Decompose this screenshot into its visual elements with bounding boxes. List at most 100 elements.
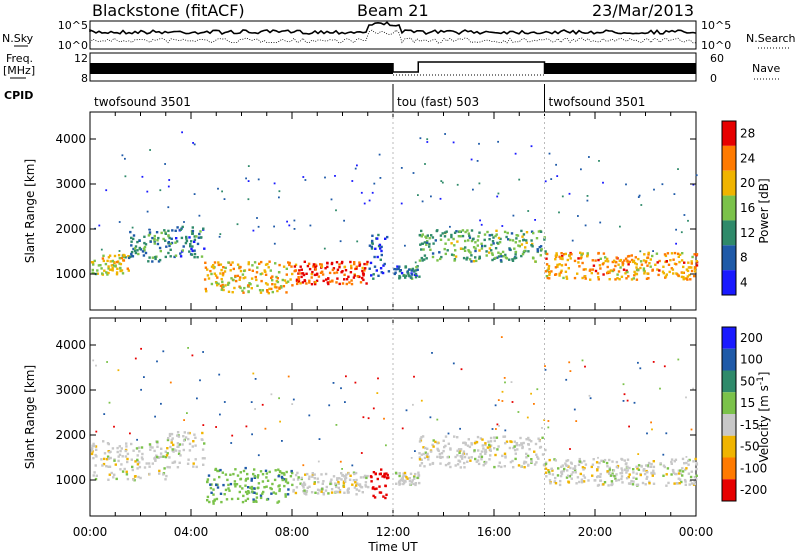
echo-point-sparse [278, 397, 280, 400]
echo-point [630, 479, 633, 483]
echo-point [138, 461, 141, 464]
echo-point [575, 482, 578, 485]
echo-point [561, 464, 564, 467]
echo-point [434, 440, 437, 444]
echo-point [244, 484, 247, 487]
echo-point [580, 253, 583, 256]
echo-point [246, 492, 249, 496]
noise-panel-frame [89, 20, 697, 50]
echo-point [107, 457, 111, 460]
echo-point [247, 262, 250, 266]
echo-point [273, 285, 277, 289]
echo-point [534, 260, 537, 263]
echo-point [266, 289, 269, 292]
velocity-panel-data [90, 336, 699, 505]
echo-point [420, 458, 423, 461]
echo-point [314, 263, 317, 266]
echo-point [125, 442, 128, 445]
echo-point [489, 436, 493, 440]
echo-point [609, 474, 613, 477]
echo-point [672, 469, 675, 472]
echo-point [599, 479, 602, 482]
echo-point [363, 262, 366, 266]
echo-point-sparse [558, 211, 560, 214]
echo-point [494, 256, 497, 260]
echo-point [201, 457, 205, 460]
echo-point [620, 477, 623, 481]
echo-point [215, 483, 218, 487]
echo-point [511, 258, 514, 261]
echo-point [531, 245, 534, 248]
echo-point [504, 456, 507, 459]
echo-point [456, 449, 459, 452]
echo-point [544, 250, 547, 253]
echo-point-sparse [164, 163, 166, 165]
echo-point [181, 249, 184, 252]
echo-point [522, 233, 526, 236]
echo-point [481, 438, 484, 441]
echo-point [606, 257, 609, 261]
echo-point-sparse [261, 403, 264, 406]
echo-point [532, 257, 535, 260]
y-tick-label: 3000 [55, 383, 86, 397]
echo-point [324, 267, 327, 270]
echo-point [515, 234, 518, 237]
echo-point [206, 268, 209, 271]
echo-point-sparse [626, 399, 629, 402]
echo-point [193, 240, 196, 243]
echo-point-sparse [568, 361, 571, 364]
echo-point [334, 490, 337, 493]
echo-point-sparse [146, 210, 149, 213]
echo-point [413, 475, 416, 479]
echo-point [92, 456, 95, 460]
echo-point [567, 267, 570, 270]
echo-point [507, 238, 510, 241]
echo-point [673, 472, 677, 476]
echo-point [141, 250, 145, 253]
echo-point-sparse [223, 401, 226, 403]
echo-point-sparse [124, 175, 127, 178]
echo-point [626, 259, 629, 262]
echo-point [565, 277, 569, 280]
echo-point [336, 477, 339, 480]
echo-point [187, 431, 190, 435]
echo-point [286, 481, 289, 485]
echo-point [635, 272, 638, 276]
echo-point [242, 276, 245, 280]
echo-point [331, 280, 334, 283]
echo-point [137, 252, 140, 256]
echo-point [597, 466, 600, 469]
echo-point [104, 262, 108, 266]
echo-point-sparse [638, 194, 641, 197]
echo-point [683, 261, 686, 264]
echo-point [352, 479, 356, 482]
echo-point [303, 489, 306, 492]
echo-point [109, 260, 112, 263]
echo-point [167, 235, 170, 238]
echo-point [571, 471, 575, 474]
echo-point [516, 234, 520, 237]
echo-point [91, 268, 94, 272]
echo-point [420, 248, 423, 251]
echo-point-sparse [302, 464, 305, 467]
echo-point-sparse [665, 432, 668, 435]
echo-point [156, 242, 160, 246]
echo-point [579, 251, 582, 254]
echo-point [320, 265, 324, 268]
cpid-segment-label: twofsound 3501 [549, 95, 646, 109]
echo-point [671, 268, 675, 271]
echo-point [314, 281, 317, 284]
echo-point [558, 272, 561, 275]
echo-point-sparse [637, 361, 639, 364]
echo-point [422, 452, 425, 456]
echo-point [493, 439, 496, 443]
echo-point [154, 458, 157, 461]
echo-point [193, 433, 196, 436]
echo-point [223, 493, 226, 496]
power-panel-frame [89, 111, 697, 311]
echo-point [304, 473, 307, 476]
echo-point [265, 498, 269, 501]
echo-point-sparse [575, 420, 578, 422]
echo-point [463, 455, 467, 459]
echo-point [626, 469, 629, 472]
